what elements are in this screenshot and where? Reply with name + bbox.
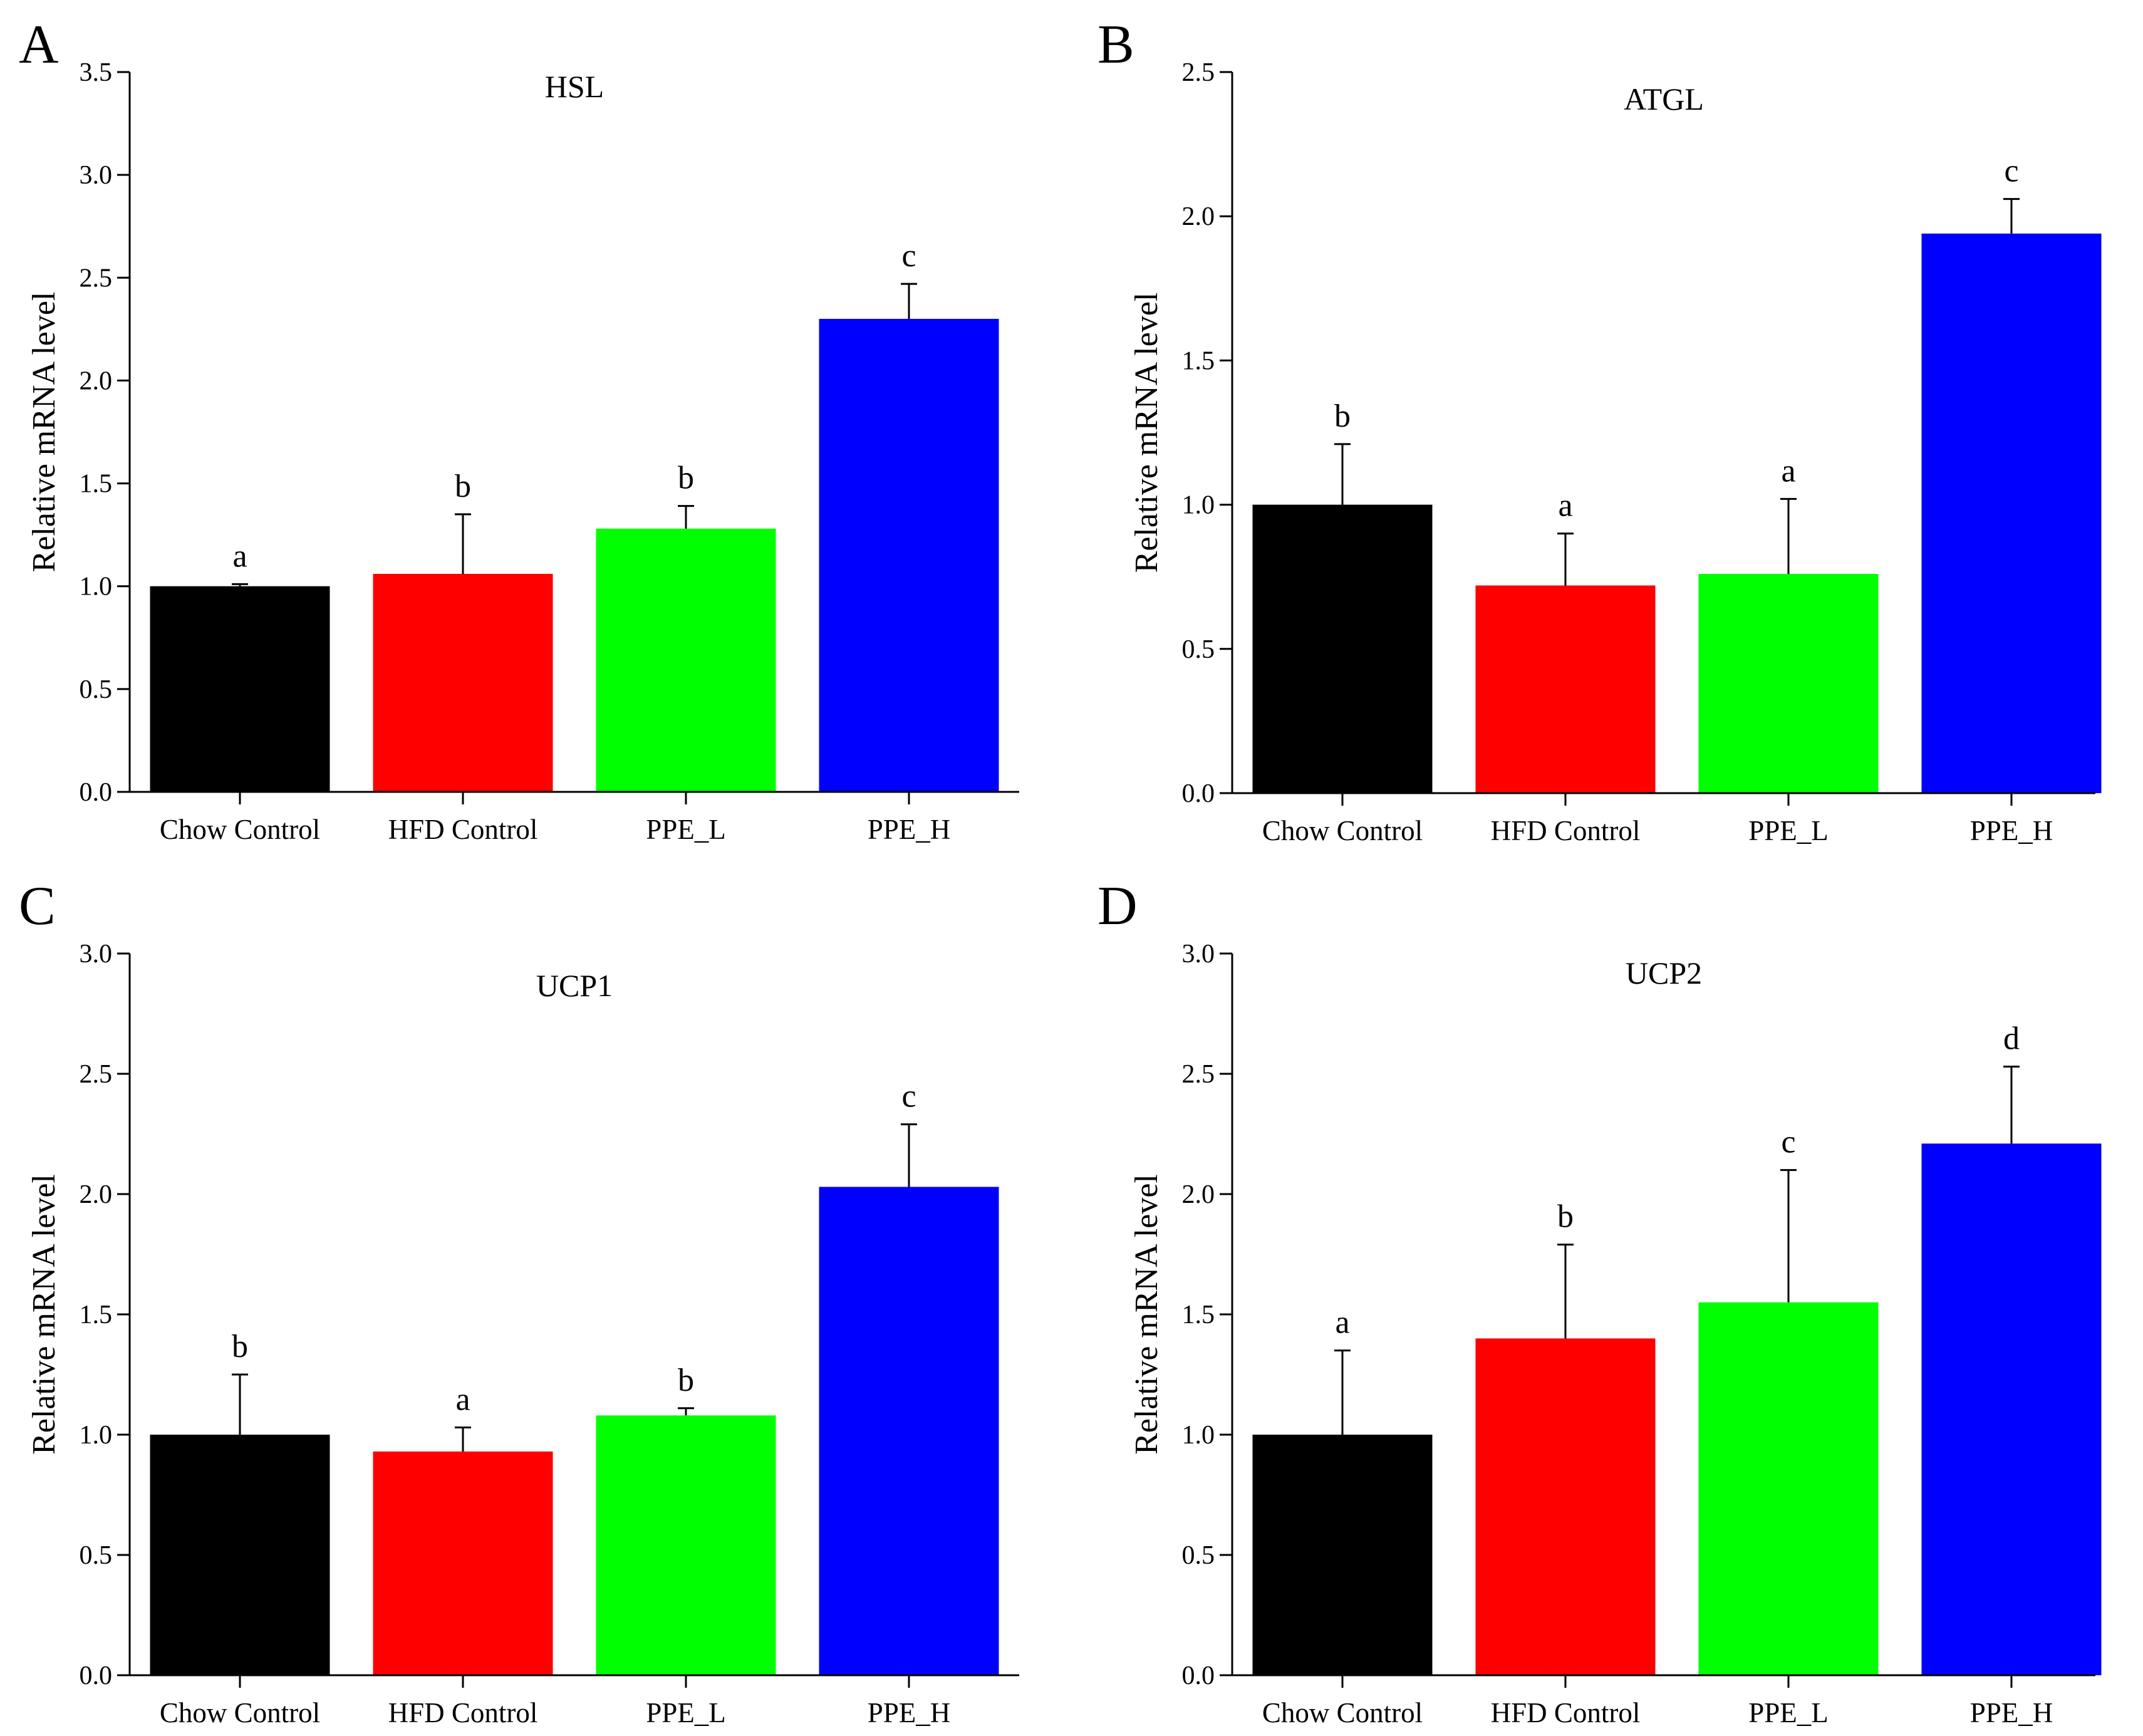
significance-label-3: b	[678, 1363, 694, 1398]
y-tick-label-2: 0.5	[1182, 1541, 1215, 1570]
y-tick-label-5: 2.0	[80, 1180, 113, 1209]
y-axis-label: Relative mRNA level	[26, 292, 62, 573]
x-tick-label-1: Chow Control	[1262, 815, 1423, 846]
bar-3	[1698, 574, 1879, 793]
significance-label-2: a	[455, 1381, 470, 1417]
y-axis-label: Relative mRNA level	[26, 1174, 62, 1455]
y-tick-label-4: 1.5	[1182, 346, 1215, 375]
y-tick-label-1: 0.0	[80, 1661, 113, 1690]
significance-label-1: b	[1334, 398, 1351, 434]
x-tick-label-3: PPE_L	[646, 1697, 726, 1728]
y-tick-label-6: 2.5	[80, 1060, 113, 1089]
significance-label-1: a	[232, 538, 247, 574]
panel-a: A HSL Relative mRNA level a b b c 0.0 0.5 1.0 1.5…	[19, 14, 1019, 845]
significance-label-4: c	[901, 1079, 916, 1115]
x-tick-label-1: Chow Control	[160, 814, 320, 845]
panel-letter-b: B	[1097, 14, 1134, 75]
y-tick-label-8: 3.5	[80, 58, 113, 87]
panel-letter-a: A	[19, 14, 59, 75]
significance-label-2: b	[1557, 1199, 1574, 1235]
y-tick-label-3: 1.0	[1182, 1421, 1215, 1450]
panel-c: C UCP1 Relative mRNA level b a b c 0.0 0.5 1.0 1.…	[19, 876, 1019, 1728]
y-tick-label-2: 0.5	[80, 1541, 113, 1570]
chart-c: UCP1 Relative mRNA level b a b c 0.0 0.5 1.0 1.5 2…	[26, 940, 1019, 1728]
panel-b: B ATGL Relative mRNA level b a a c 0.0 0.5 1.0 1.…	[1097, 14, 2102, 846]
chart-title: ATGL	[1624, 81, 1704, 117]
x-tick-label-4: PPE_H	[868, 814, 951, 845]
bar-4	[819, 1187, 999, 1675]
x-tick-label-3: PPE_L	[1748, 1697, 1829, 1728]
y-tick-label-1: 0.0	[80, 778, 113, 807]
bar-2	[373, 1451, 553, 1675]
significance-label-3: a	[1781, 453, 1795, 489]
y-tick-label-4: 1.5	[80, 470, 113, 499]
y-tick-label-5: 2.0	[1182, 202, 1215, 231]
bar-1	[1252, 1435, 1433, 1675]
bar-2	[1475, 1338, 1656, 1675]
y-tick-label-5: 2.0	[1182, 1180, 1215, 1209]
chart-a: HSL Relative mRNA level a b b c 0.0 0.5 1.0 1.5 2.…	[26, 58, 1019, 845]
bar-3	[596, 528, 776, 792]
x-tick-label-1: Chow Control	[160, 1697, 320, 1728]
significance-label-1: b	[232, 1329, 248, 1364]
y-tick-label-3: 1.0	[80, 573, 113, 601]
y-tick-label-6: 2.5	[80, 264, 113, 293]
y-tick-label-3: 1.0	[1182, 491, 1215, 520]
x-tick-label-4: PPE_H	[1970, 815, 2053, 846]
significance-label-2: b	[455, 469, 471, 504]
x-tick-label-3: PPE_L	[1748, 815, 1829, 846]
x-tick-label-4: PPE_H	[868, 1697, 951, 1728]
bar-1	[150, 586, 330, 792]
bar-4	[819, 318, 999, 792]
bar-4	[1921, 1143, 2102, 1675]
x-tick-label-2: HFD Control	[1491, 1697, 1641, 1728]
chart-d: UCP2 Relative mRNA level a b c d 0.0 0.5 1.0 1.5 2…	[1129, 940, 2102, 1728]
chart-title: UCP2	[1626, 955, 1702, 990]
panel-letter-d: D	[1097, 876, 1138, 937]
bar-1	[150, 1435, 330, 1675]
y-tick-label-3: 1.0	[80, 1421, 113, 1450]
y-tick-label-7: 3.0	[80, 940, 113, 969]
significance-label-4: c	[2004, 153, 2018, 189]
x-tick-label-2: HFD Control	[1491, 815, 1641, 846]
significance-label-1: a	[1335, 1305, 1349, 1341]
y-tick-label-1: 0.0	[1182, 1661, 1215, 1690]
y-axis-label: Relative mRNA level	[1129, 293, 1165, 573]
panel-d: D UCP2 Relative mRNA level a b c d 0.0 0.5 1.0 1.…	[1097, 876, 2102, 1728]
bar-2	[1475, 585, 1656, 793]
bar-1	[1252, 504, 1433, 793]
x-tick-label-2: HFD Control	[388, 814, 538, 845]
y-tick-label-4: 1.5	[1182, 1301, 1215, 1329]
y-tick-label-1: 0.0	[1182, 779, 1215, 808]
y-tick-label-7: 3.0	[1182, 940, 1215, 969]
bar-2	[373, 574, 553, 792]
significance-label-2: a	[1558, 488, 1572, 524]
x-tick-label-1: Chow Control	[1262, 1697, 1423, 1728]
y-tick-label-2: 0.5	[80, 675, 113, 704]
x-tick-label-2: HFD Control	[388, 1697, 538, 1728]
chart-b: ATGL Relative mRNA level b a a c 0.0 0.5 1.0 1.5 2…	[1129, 58, 2102, 846]
y-tick-label-7: 3.0	[80, 161, 113, 190]
y-tick-label-2: 0.5	[1182, 635, 1215, 664]
significance-label-4: c	[901, 238, 916, 274]
x-tick-label-4: PPE_H	[1970, 1697, 2053, 1728]
bar-3	[1698, 1302, 1879, 1675]
chart-title: UCP1	[536, 968, 613, 1003]
y-tick-label-6: 2.5	[1182, 58, 1215, 87]
bar-3	[596, 1415, 776, 1675]
significance-label-3: c	[1781, 1125, 1795, 1160]
y-tick-label-6: 2.5	[1182, 1060, 1215, 1089]
y-tick-label-4: 1.5	[80, 1301, 113, 1329]
significance-label-4: d	[2003, 1021, 2020, 1056]
significance-label-3: b	[678, 460, 694, 496]
panel-letter-c: C	[19, 876, 56, 937]
y-tick-label-5: 2.0	[80, 366, 113, 395]
bar-4	[1921, 233, 2102, 794]
x-tick-label-3: PPE_L	[646, 814, 726, 845]
y-axis-label: Relative mRNA level	[1129, 1174, 1165, 1455]
chart-title: HSL	[545, 69, 604, 104]
